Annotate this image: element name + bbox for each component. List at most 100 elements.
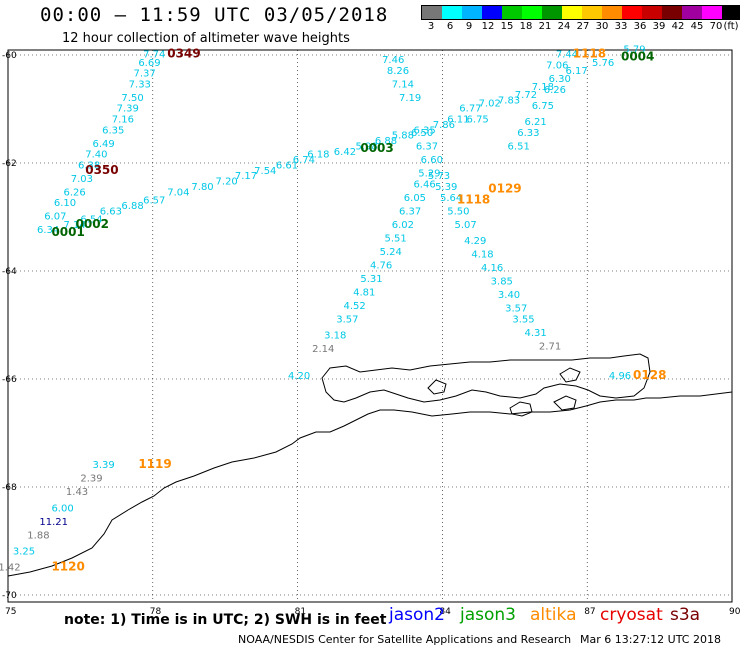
coastal-islet-4 — [559, 367, 581, 383]
wave-height-value: 5.39 — [435, 182, 457, 193]
wave-height-value: 6.35 — [102, 125, 124, 136]
wave-height-value: 7.17 — [235, 171, 257, 182]
wave-height-value: 4.29 — [464, 236, 486, 247]
page-title: 00:00 — 11:59 UTC 03/05/2018 — [40, 4, 389, 26]
wave-height-value: 5.64 — [440, 193, 462, 204]
wave-height-value: 6.26 — [544, 85, 566, 96]
legend-label: 39 — [652, 21, 666, 32]
wave-height-value: 7.40 — [85, 150, 107, 161]
x-tick-label: 75 — [5, 607, 16, 617]
pass-time-label: 0129 — [488, 182, 521, 196]
wave-height-value: 7.19 — [399, 93, 421, 104]
footer-note: note: 1) Time is in UTC; 2) SWH is in fe… — [64, 612, 387, 628]
legend-swatch — [542, 6, 562, 19]
pass-time-label: 0349 — [167, 47, 200, 61]
wave-height-value: 7.03 — [71, 174, 93, 185]
wave-height-value: 7.04 — [167, 187, 189, 198]
wave-height-value: 6.63 — [100, 206, 122, 217]
color-legend — [421, 5, 740, 20]
wave-height-value: 6.42 — [334, 147, 356, 158]
legend-swatch — [722, 6, 740, 19]
wave-height-value: 1.88 — [27, 530, 49, 541]
wave-height-value: 6.37 — [399, 206, 421, 217]
legend-swatch — [682, 6, 702, 19]
legend-swatch — [442, 6, 462, 19]
map-frame — [7, 49, 733, 603]
legend-label: 33 — [614, 21, 628, 32]
wave-height-value: 8.26 — [387, 66, 409, 77]
wave-height-value: 1.43 — [66, 487, 88, 498]
y-tick-label: -68 — [2, 483, 17, 493]
wave-height-value: 4.96 — [609, 371, 631, 382]
wave-height-value: 6.60 — [421, 155, 443, 166]
wave-height-value: 6.26 — [64, 187, 86, 198]
x-tick-label: 84 — [439, 607, 451, 617]
wave-height-value: 6.21 — [524, 117, 546, 128]
wave-height-value: 1.42 — [0, 563, 21, 574]
x-tick-label: 81 — [295, 607, 306, 617]
legend-label: 27 — [576, 21, 590, 32]
legend-swatch — [702, 6, 722, 19]
pass-time-label: 1118 — [457, 193, 490, 207]
wave-height-value: 7.86 — [433, 120, 455, 131]
y-tick-label: -66 — [2, 375, 17, 385]
legend-swatch — [662, 6, 682, 19]
wave-height-value: 7.18 — [532, 82, 554, 93]
x-tick-label: 78 — [150, 607, 162, 617]
wave-height-value: 7.37 — [133, 69, 155, 80]
legend-label: 42 — [671, 21, 685, 32]
wave-height-value: 7.46 — [382, 55, 404, 66]
wave-height-value: 5.24 — [380, 247, 402, 258]
wave-height-value: 6.37 — [416, 142, 438, 153]
wave-height-value: 6.00 — [51, 503, 73, 514]
wave-height-value: 6.69 — [138, 58, 160, 69]
wave-height-value: 5.88 — [392, 131, 414, 142]
wave-height-value: 3.55 — [512, 314, 534, 325]
pass-time-label: 0001 — [51, 225, 84, 239]
wave-height-value: 6.07 — [44, 212, 66, 223]
wave-height-value: 7.02 — [479, 98, 501, 109]
legend-swatch — [462, 6, 482, 19]
pass-time-label: 0002 — [76, 217, 109, 231]
wave-height-value: 11.21 — [39, 517, 68, 528]
legend-label: 9 — [465, 21, 473, 32]
wave-height-value: 5.73 — [428, 171, 450, 182]
legend-unit: (ft) — [723, 21, 739, 32]
wave-height-value: 5.51 — [384, 233, 406, 244]
legend-label: 30 — [595, 21, 609, 32]
legend-swatch — [482, 6, 502, 19]
y-tick-label: -60 — [2, 51, 17, 61]
wave-height-value: 6.34 — [37, 225, 59, 236]
wave-height-value: 6.38 — [78, 160, 100, 171]
wave-height-value: 5.76 — [592, 58, 614, 69]
wave-height-value: 6.17 — [565, 66, 587, 77]
pass-time-label: 1119 — [138, 457, 171, 471]
wave-height-value: 7.33 — [129, 79, 151, 90]
wave-height-value: 7.16 — [112, 115, 134, 126]
wave-height-value: 5.98 — [356, 142, 378, 153]
legend-swatch — [422, 6, 442, 19]
wave-height-value: 6.51 — [508, 142, 530, 153]
wave-height-value: 6.57 — [143, 196, 165, 207]
wave-height-value: 4.20 — [288, 371, 310, 382]
wave-height-value: 6.75 — [532, 101, 554, 112]
wave-height-value: 6.30 — [549, 74, 571, 85]
wave-height-value: 7.54 — [254, 166, 276, 177]
legend-swatch — [562, 6, 582, 19]
wave-height-value: 6.11 — [447, 115, 469, 126]
wave-height-value: 3.57 — [505, 304, 527, 315]
coastal-islet-2 — [553, 395, 577, 411]
wave-height-value: 7.80 — [191, 182, 213, 193]
legend-swatch — [602, 6, 622, 19]
pass-time-label: 0003 — [360, 141, 393, 155]
legend-label: 6 — [446, 21, 454, 32]
page-subtitle: 12 hour collection of altimeter wave hei… — [62, 31, 350, 46]
satellite-s3a-label: s3a — [670, 605, 701, 625]
wave-height-value: 7.14 — [64, 220, 86, 231]
wave-height-value: 7.83 — [498, 96, 520, 107]
legend-label: 15 — [500, 21, 514, 32]
wave-height-value: 5.79 — [623, 44, 645, 55]
antarctic-coastline — [7, 391, 733, 577]
satellite-cryosat-label: cryosat — [600, 605, 663, 625]
